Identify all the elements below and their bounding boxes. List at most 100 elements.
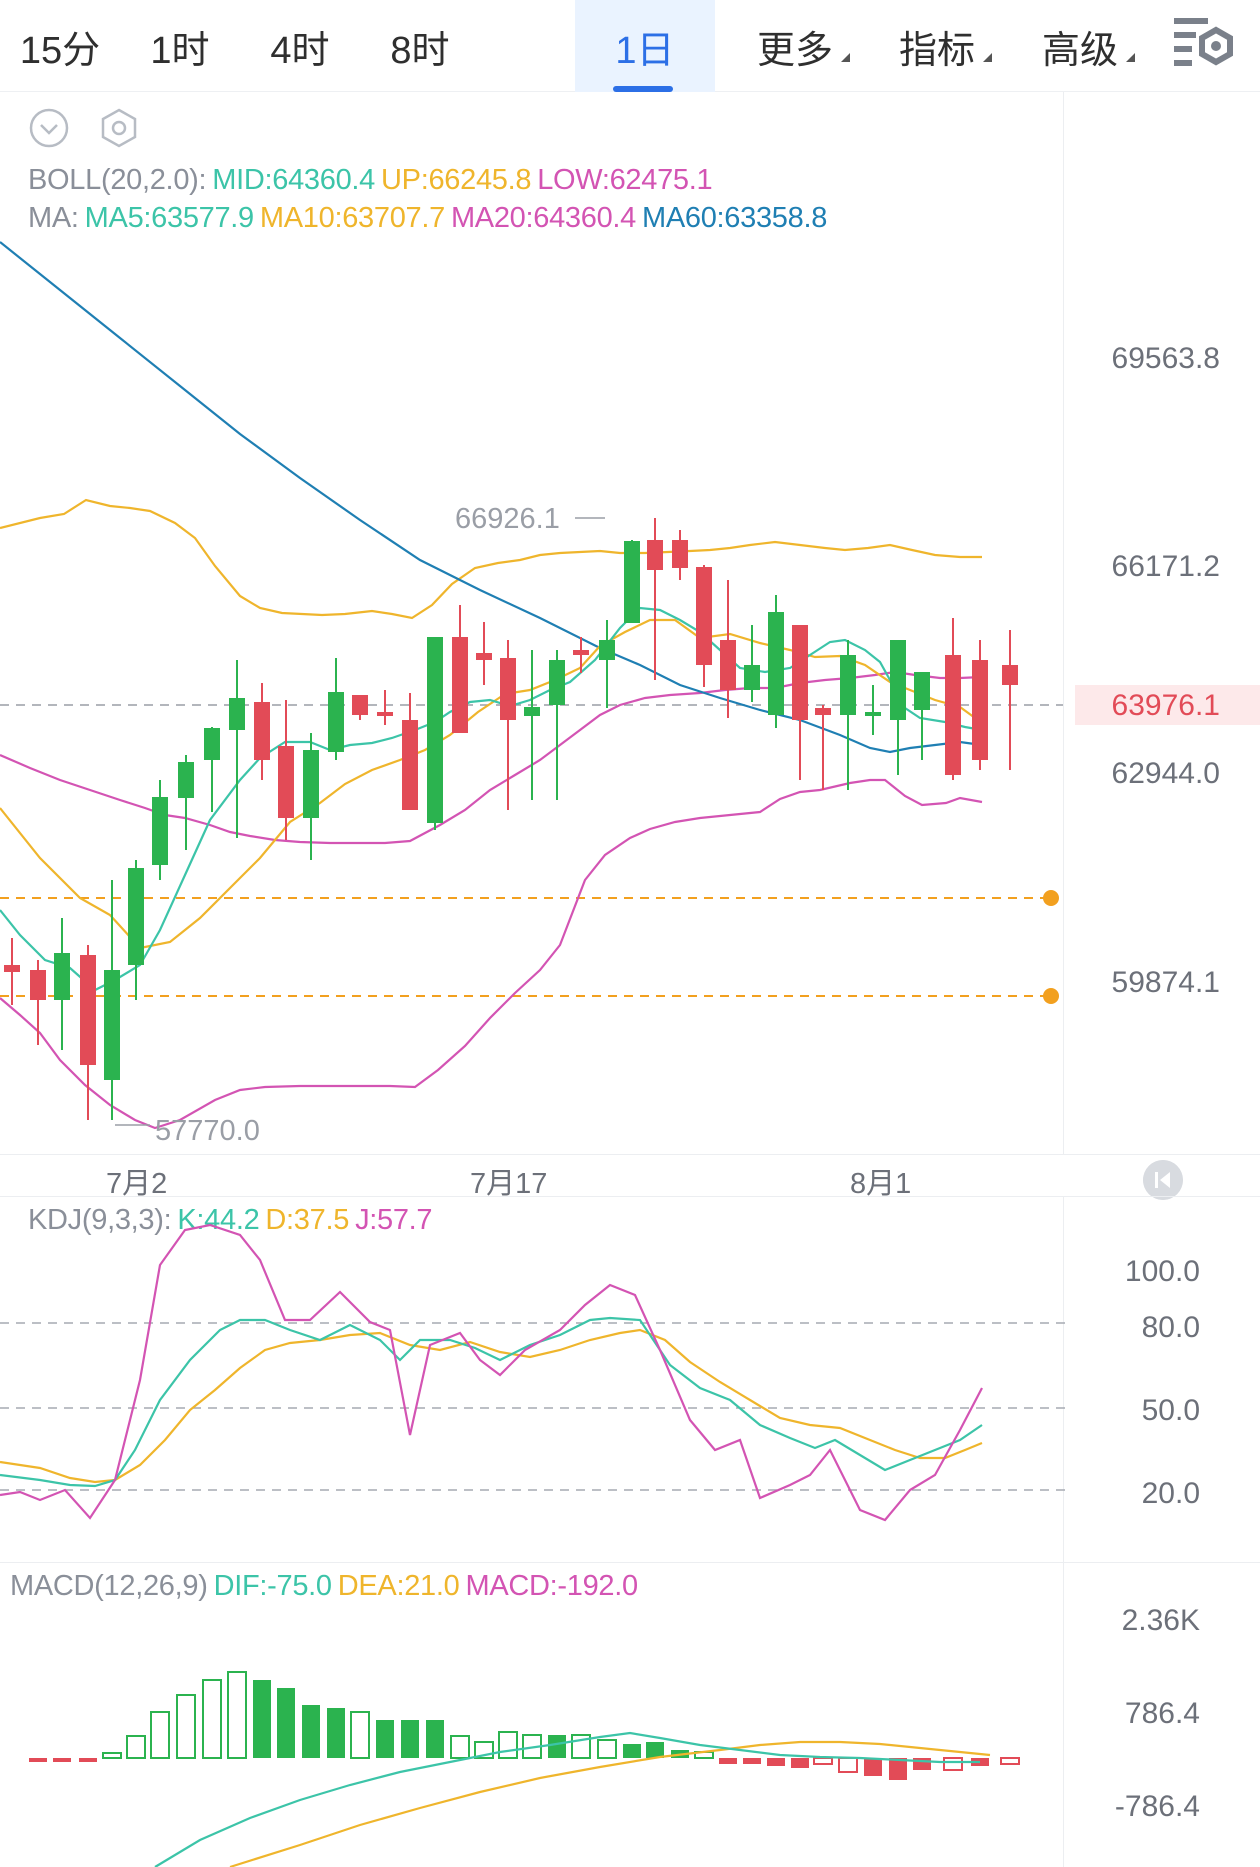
macd-bar: [176, 1694, 196, 1759]
boll-upper-line: [0, 498, 982, 620]
macd-bar: [426, 1720, 444, 1758]
macd-bar: [597, 1739, 617, 1759]
kdj-j: J:57.7: [355, 1204, 433, 1236]
candle-body: [624, 541, 640, 623]
ma-title: MA:: [28, 202, 79, 234]
candle-body: [768, 612, 784, 715]
boll-up: UP:66245.8: [381, 164, 532, 196]
macd-axis-label: 786.4: [1124, 1697, 1200, 1730]
macd-bar: [126, 1735, 146, 1759]
tab-1d[interactable]: 1日: [575, 0, 715, 92]
candle-body: [204, 728, 220, 760]
candle-body: [815, 708, 831, 715]
dropdown-caret-icon: [983, 53, 992, 62]
candle-body: [792, 625, 808, 720]
collapse-chevron-icon[interactable]: [28, 107, 70, 149]
candle-body: [128, 868, 144, 965]
tab-advanced[interactable]: 高级: [1015, 0, 1145, 92]
macd-bar: [401, 1720, 419, 1758]
candle-body: [840, 655, 856, 715]
candle-body: [30, 970, 46, 1000]
tab-indicators[interactable]: 指标: [872, 0, 1002, 92]
macd-bar: [350, 1711, 370, 1759]
price-axis-label: 62944.0: [1111, 757, 1220, 790]
candlestick-series: [4, 518, 1018, 1120]
candle-body: [254, 702, 270, 760]
macd-bar: [202, 1679, 222, 1759]
macd-dif-line: [154, 1731, 980, 1867]
macd-bar: [767, 1758, 785, 1766]
candle-body: [524, 707, 540, 716]
candle-body: [402, 720, 418, 810]
date-label: 7月17: [470, 1168, 548, 1200]
candle-body: [696, 567, 712, 665]
macd-legend: MACD(12,26,9) DIF:-75.0 DEA:21.0 MACD:-192.…: [10, 1570, 644, 1603]
ma-legend: MA: MA5:63577.9 MA10:63707.7 MA20:64360.4 MA…: [28, 202, 833, 235]
tab-more[interactable]: 更多: [730, 0, 860, 92]
price-axis-label: 59874.1: [1111, 966, 1220, 999]
timeframe-tab-bar: 15分 1时 4时 8时 1日 更多 指标 高级: [0, 0, 1260, 92]
chart-divider: [0, 1154, 1260, 1155]
kdj-axis-label: 50.0: [1141, 1394, 1200, 1427]
dropdown-caret-icon: [841, 53, 850, 62]
macd-bar: [376, 1720, 394, 1758]
candle-body: [599, 640, 615, 660]
ma10-value: MA10:63707.7: [259, 202, 445, 234]
boll-mid: MID:64360.4: [212, 164, 376, 196]
macd-bar: [943, 1757, 963, 1771]
tab-4h[interactable]: 4时: [240, 0, 360, 92]
candle-body: [4, 965, 20, 972]
macd-bar: [327, 1708, 345, 1758]
kdj-k-line: [0, 1316, 983, 1488]
candle-body: [573, 650, 589, 655]
candle-body: [352, 695, 368, 715]
macd-value: MACD:-192.0: [465, 1570, 638, 1602]
chart-settings-icon[interactable]: [1170, 10, 1240, 80]
tab-1h[interactable]: 1时: [120, 0, 240, 92]
candle-body: [476, 653, 492, 660]
price-axis-label: 69563.8: [1111, 342, 1220, 375]
kdj-axis-label: 20.0: [1141, 1477, 1200, 1510]
tab-label: 更多: [756, 29, 833, 72]
ma5-value: MA5:63577.9: [84, 202, 255, 234]
boll-title: BOLL(20,2.0):: [28, 164, 207, 196]
candle-body: [427, 637, 443, 823]
kdj-d: D:37.5: [265, 1204, 350, 1236]
macd-bar: [277, 1688, 295, 1758]
ma60-value: MA60:63358.8: [641, 202, 828, 234]
macd-bar: [838, 1757, 858, 1773]
kdj-axis-separator: [1063, 1196, 1064, 1562]
candle-body: [452, 637, 468, 733]
hexagon-settings-icon[interactable]: [98, 107, 140, 149]
candle-body: [914, 672, 930, 710]
price-axis-label: 66171.2: [1111, 550, 1220, 583]
macd-bar: [743, 1758, 761, 1764]
date-label: 7月2: [106, 1168, 168, 1200]
macd-axis-label: -786.4: [1114, 1790, 1200, 1823]
macd-bar: [791, 1758, 809, 1768]
price-axis-separator: [1063, 92, 1064, 1154]
macd-bar: [79, 1758, 97, 1762]
candle-body: [229, 698, 245, 730]
candle-body: [303, 750, 319, 818]
macd-bar: [498, 1731, 518, 1759]
tab-8h[interactable]: 8时: [360, 0, 480, 92]
scroll-to-latest-icon[interactable]: [1143, 1160, 1183, 1200]
macd-bar: [719, 1758, 737, 1764]
candle-body: [377, 712, 393, 716]
macd-bar: [646, 1742, 664, 1758]
macd-title: MACD(12,26,9): [10, 1570, 208, 1602]
tab-label: 4时: [270, 29, 330, 72]
macd-dea: DEA:21.0: [337, 1570, 460, 1602]
candle-body: [720, 640, 736, 690]
macd-bar: [1000, 1757, 1020, 1765]
macd-bar: [623, 1744, 641, 1758]
tab-15m[interactable]: 15分: [0, 0, 120, 92]
candle-body: [549, 660, 565, 705]
kdj-axis-label: 80.0: [1141, 1311, 1200, 1344]
boll-legend: BOLL(20,2.0): MID:64360.4 UP:66245.8 LOW:62…: [28, 164, 718, 197]
tab-label: 1日: [615, 29, 675, 72]
